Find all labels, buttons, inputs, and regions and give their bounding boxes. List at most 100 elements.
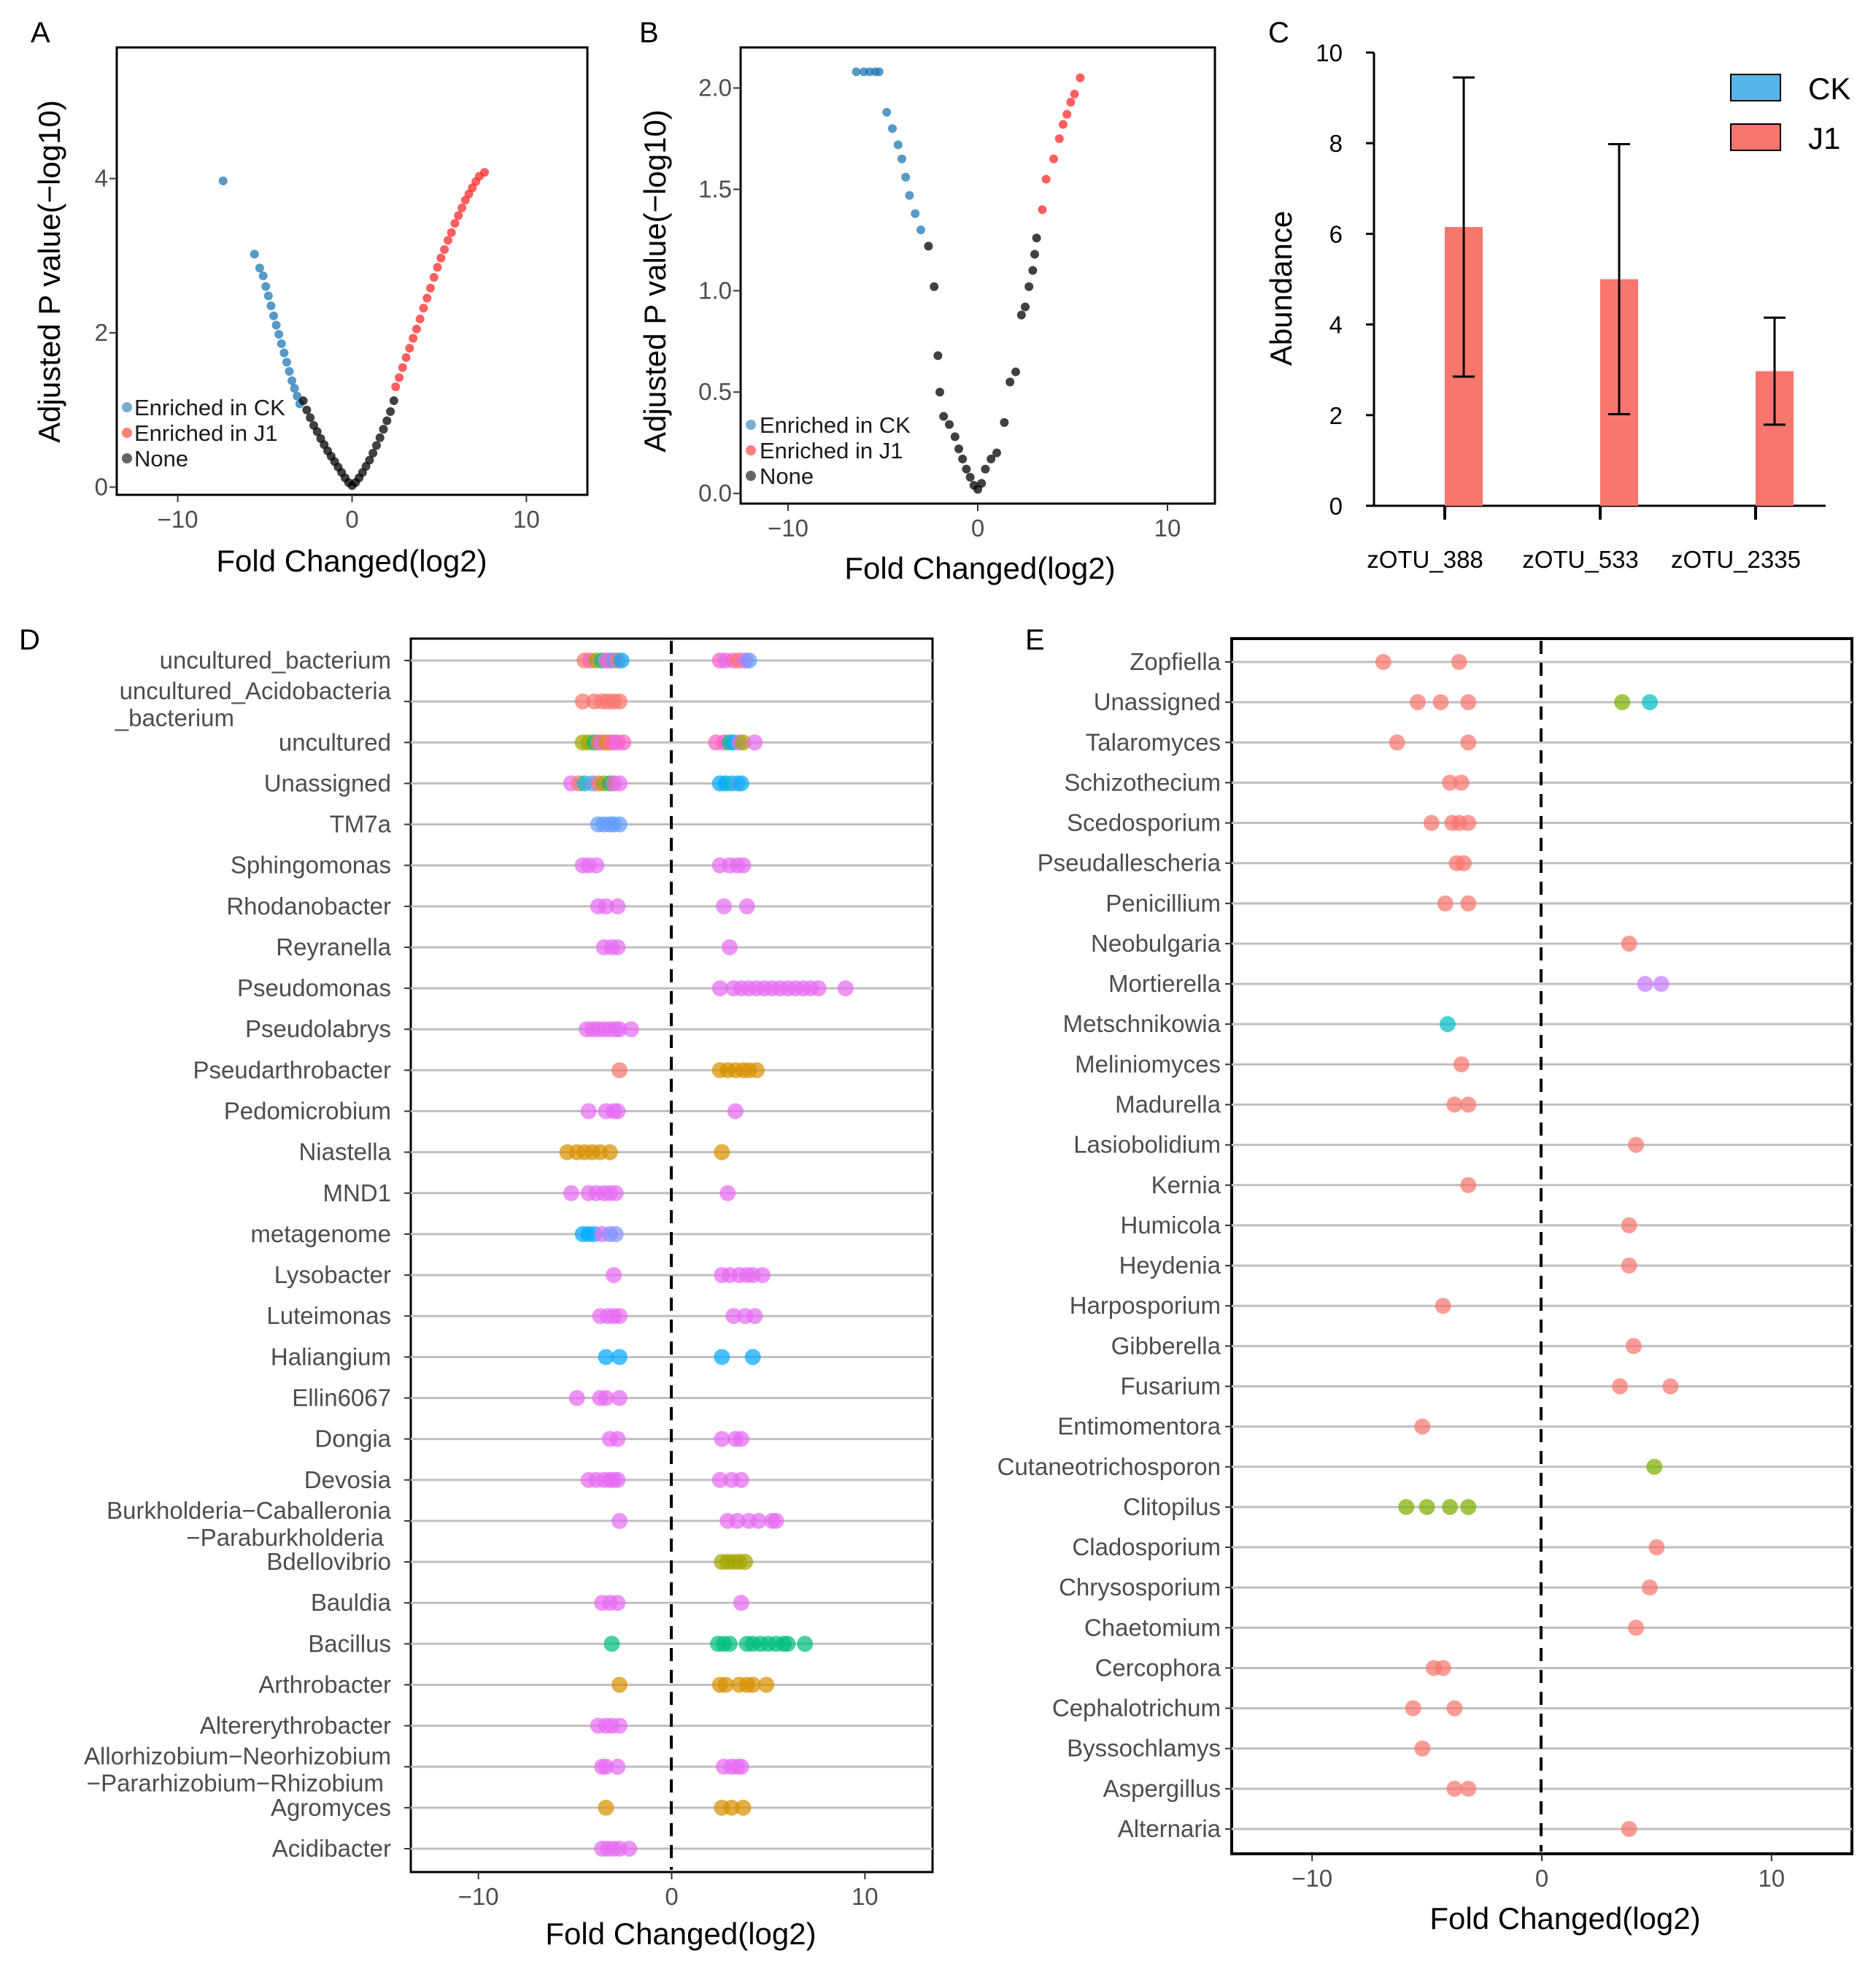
panel-letter-e: E: [1025, 624, 1045, 656]
point-enriched-in-ck: [282, 358, 291, 367]
point-enriched-in-j1: [401, 353, 411, 362]
point-enriched-in-ck: [255, 263, 264, 273]
bar-chart-c: 0 2 4 6 8 10 zOTU_388 zOTU_533 zOTU_2335 Abundan…: [1264, 39, 1850, 573]
point: [768, 1512, 784, 1529]
category-label: TM7a: [330, 811, 392, 838]
x-tick-label: 0: [665, 1883, 678, 1910]
x-tick-label: 10: [1154, 515, 1181, 542]
y-tick-label: 4: [95, 165, 108, 192]
category-label: metagenome: [250, 1220, 391, 1247]
axis-ticks-d: −10 0 10: [404, 660, 879, 1910]
x-tick-label: −10: [458, 1883, 499, 1910]
point-enriched-in-ck: [905, 190, 914, 200]
category-label: Cercophora: [1095, 1654, 1221, 1681]
category-label: Pedomicrobium: [224, 1098, 391, 1125]
point: [611, 1512, 628, 1529]
point-enriched-in-j1: [1062, 109, 1072, 119]
point-none: [950, 432, 960, 442]
point-none: [1024, 282, 1034, 291]
point-enriched-in-j1: [395, 373, 404, 382]
point: [613, 652, 630, 669]
legend-label-ck-a: Enriched in CK: [134, 395, 285, 420]
y-tick-label: 0.0: [698, 480, 732, 507]
legend-label-none-b: None: [760, 463, 814, 489]
category-label: Devosia: [304, 1466, 392, 1493]
volcano-plot-a: −10 0 10 0 2 4 Fold Changed(log2) Adjusted P …: [32, 46, 589, 578]
point-enriched-in-ck: [290, 384, 299, 393]
point: [1621, 1258, 1637, 1274]
point: [733, 1595, 749, 1611]
point-enriched-in-j1: [1049, 154, 1058, 163]
point-none: [389, 396, 398, 406]
y-tick-label: 0: [95, 473, 108, 500]
point: [622, 1021, 639, 1038]
point: [721, 1636, 738, 1652]
point: [1375, 654, 1391, 670]
point: [1442, 774, 1459, 791]
point: [609, 898, 626, 914]
point: [1637, 976, 1653, 993]
x-tick-label: 10: [513, 506, 540, 533]
point: [568, 1390, 585, 1406]
point-enriched-in-j1: [458, 203, 466, 212]
point: [609, 1103, 626, 1120]
point-none: [939, 412, 949, 421]
point: [598, 1799, 614, 1816]
point: [611, 1349, 628, 1366]
category-label: Neobulgaria: [1091, 930, 1221, 957]
legend-swatch-none-b: [746, 471, 756, 481]
legend-label-ck-b: Enriched in CK: [760, 412, 911, 438]
point-enriched-in-j1: [450, 218, 460, 228]
point: [1435, 1298, 1451, 1314]
point: [1389, 734, 1405, 751]
category-label: uncultured: [279, 728, 391, 755]
category-label: Cutaneotrichosporon: [997, 1453, 1221, 1480]
point: [1621, 1217, 1637, 1233]
category-label: uncultured_bacterium: [160, 647, 391, 674]
point-enriched-in-j1: [1070, 89, 1079, 99]
point-none: [965, 472, 975, 482]
point: [1662, 1378, 1679, 1395]
point: [1442, 1498, 1459, 1515]
y-axis-title-c: Abundance: [1264, 211, 1298, 366]
point-enriched-in-ck: [261, 282, 271, 291]
point: [611, 1390, 628, 1406]
legend-swatch-ck-c: [1730, 74, 1781, 101]
point: [754, 1267, 771, 1284]
point-enriched-in-j1: [405, 344, 414, 353]
point: [1455, 855, 1472, 871]
point: [717, 1676, 734, 1693]
point: [1460, 815, 1477, 831]
point: [1451, 654, 1467, 670]
category-label: Lasiobolidium: [1073, 1131, 1221, 1158]
category-label: Luteimonas: [266, 1302, 391, 1329]
point-none: [924, 242, 933, 251]
point: [1414, 1740, 1431, 1757]
y-tick-label: 0: [1329, 493, 1343, 520]
axis-ticks-e: −10 0 10: [1225, 661, 1785, 1892]
point: [1612, 1378, 1629, 1395]
category-label: Bdellovibrio: [266, 1548, 391, 1575]
point-none: [977, 479, 987, 488]
point: [609, 1430, 626, 1447]
x-tick-label: zOTU_388: [1367, 546, 1483, 573]
y-tick-label: 1.0: [698, 277, 732, 304]
point-none: [1011, 367, 1020, 377]
category-label: Pseudolabrys: [245, 1015, 391, 1042]
point-none: [298, 396, 308, 406]
point: [714, 1430, 730, 1447]
point-enriched-in-ck: [911, 209, 920, 218]
point-enriched-in-j1: [443, 236, 452, 245]
point: [735, 857, 752, 874]
point: [574, 693, 591, 710]
x-axis-title-a: Fold Changed(log2): [216, 544, 487, 578]
point-enriched-in-ck: [874, 67, 884, 77]
point-none: [1016, 310, 1026, 320]
category-label: Zopfiella: [1130, 648, 1221, 675]
point: [1621, 1821, 1637, 1837]
point-enriched-in-ck: [263, 291, 273, 301]
point: [563, 1185, 579, 1201]
y-axis-title-a: Adjusted P value(−log10): [32, 100, 66, 443]
category-label: Kernia: [1151, 1171, 1221, 1198]
category-label: Bacillus: [308, 1630, 391, 1657]
